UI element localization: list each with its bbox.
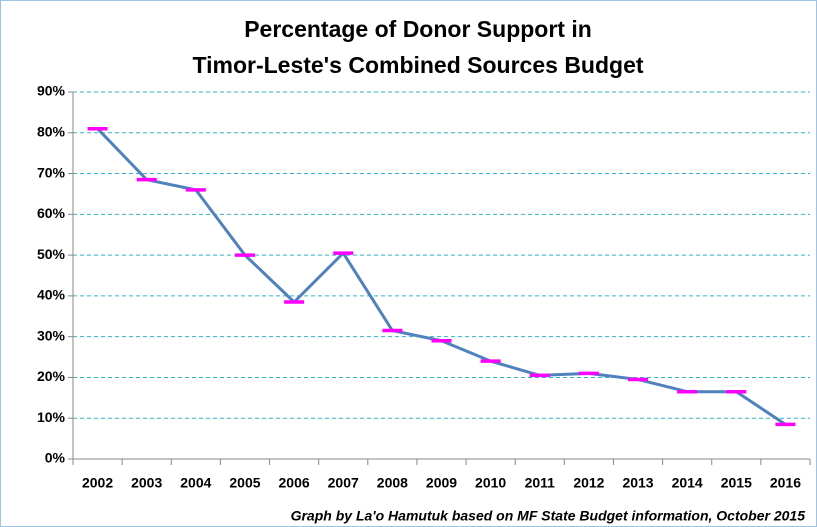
y-tick-label: 70%	[37, 164, 66, 180]
x-tick-label: 2011	[525, 475, 556, 491]
x-tick-label: 2005	[229, 475, 260, 491]
y-tick-label: 20%	[37, 368, 66, 384]
y-tick-label: 0%	[45, 450, 66, 466]
y-tick-label: 90%	[37, 83, 66, 99]
y-tick-label: 80%	[37, 123, 66, 139]
x-tick-label: 2009	[426, 475, 457, 491]
y-tick-label: 30%	[37, 327, 66, 343]
y-tick-label: 60%	[37, 205, 66, 221]
x-tick-label: 2016	[770, 475, 801, 491]
y-tick-label: 10%	[37, 409, 66, 425]
x-tick-label: 2002	[82, 475, 113, 491]
x-tick-label: 2014	[672, 475, 703, 491]
x-tick-label: 2004	[180, 475, 211, 491]
y-tick-label: 50%	[37, 246, 66, 262]
x-tick-label: 2003	[131, 475, 162, 491]
source-note: Graph by La'o Hamutuk based on MF State …	[291, 508, 806, 524]
x-tick-label: 2013	[622, 475, 653, 491]
x-tick-label: 2008	[377, 475, 408, 491]
chart-title: Timor-Leste's Combined Sources Budget	[192, 52, 643, 78]
x-tick-label: 2012	[573, 475, 604, 491]
y-tick-label: 40%	[37, 287, 66, 303]
x-tick-label: 2007	[328, 475, 359, 491]
x-tick-label: 2015	[721, 475, 752, 491]
x-tick-label: 2010	[475, 475, 506, 491]
chart-title: Percentage of Donor Support in	[244, 16, 592, 42]
x-tick-label: 2006	[279, 475, 310, 491]
